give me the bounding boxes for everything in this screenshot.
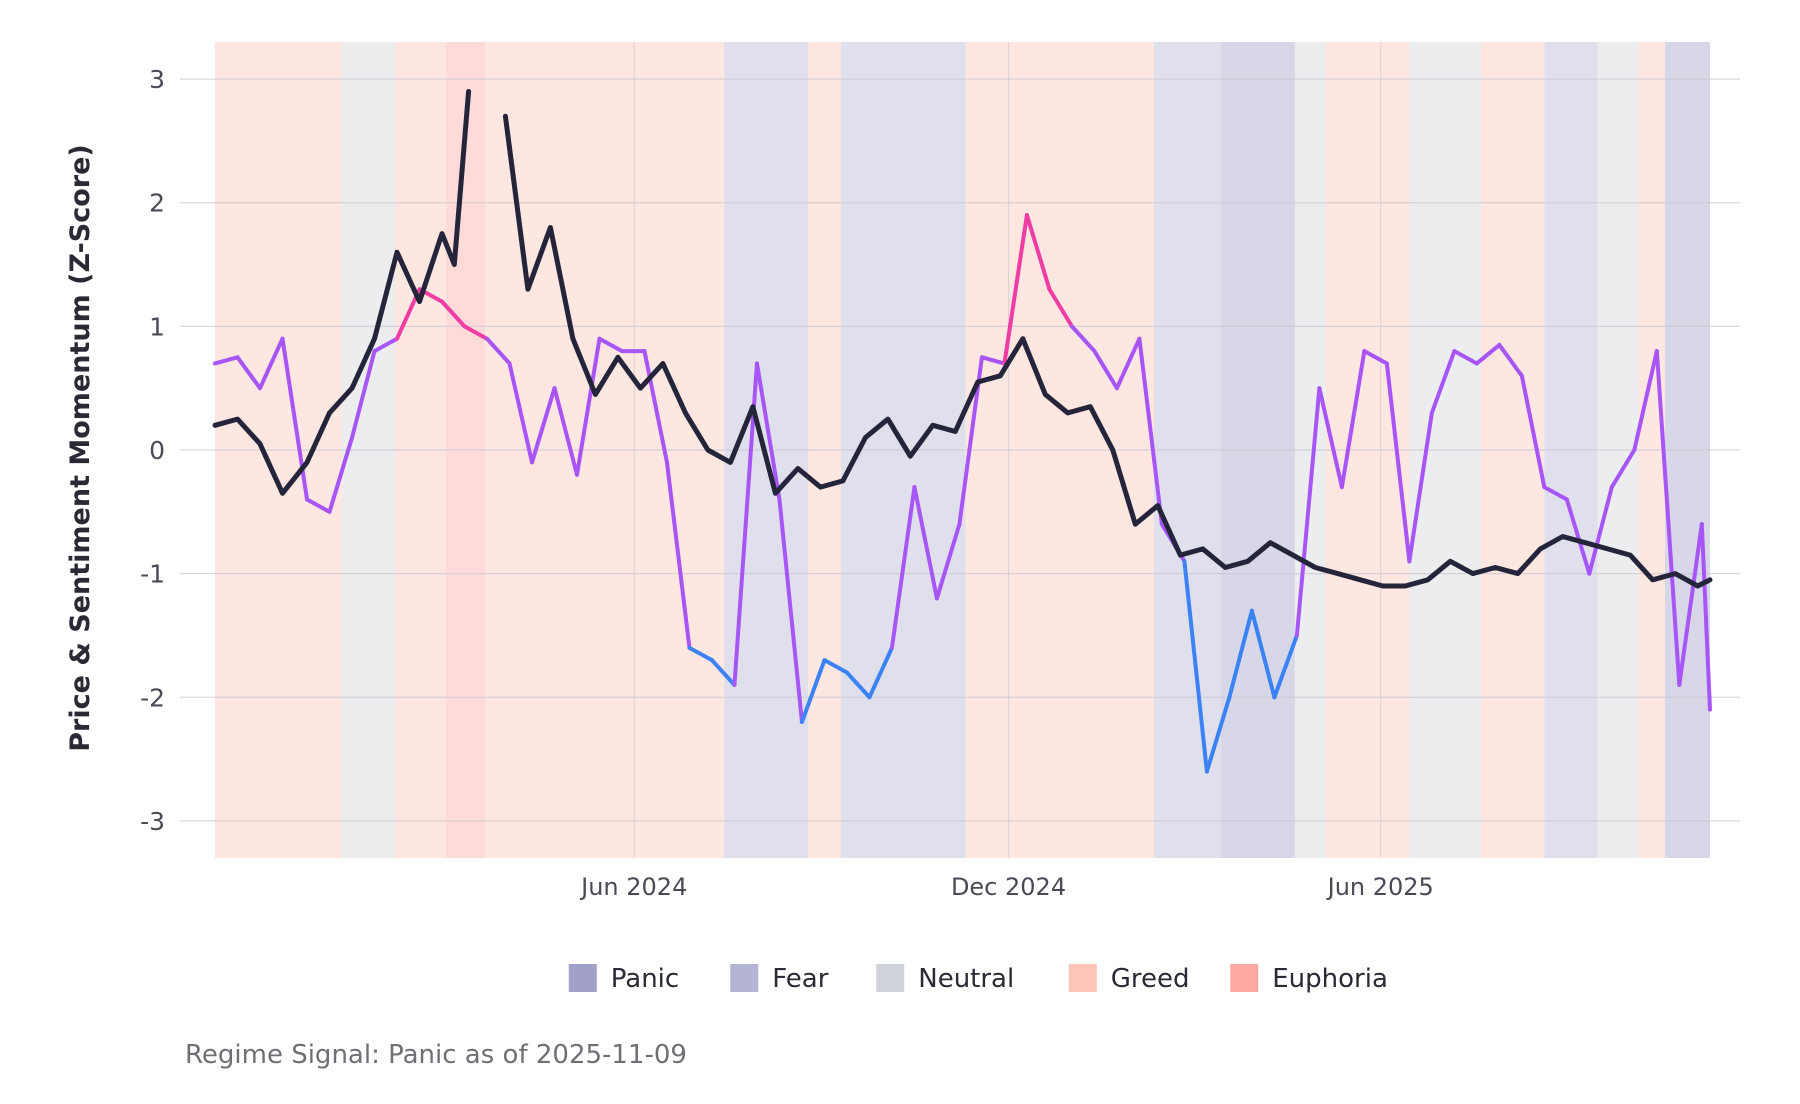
- x-tick-label: Dec 2024: [951, 873, 1066, 901]
- y-tick-label: 3: [149, 65, 165, 94]
- legend-swatch-fear: [730, 964, 758, 992]
- legend-swatch-neutral: [876, 964, 904, 992]
- y-tick-label: 0: [149, 436, 165, 465]
- y-tick-label: 2: [149, 189, 165, 218]
- legend-swatch-panic: [569, 964, 597, 992]
- legend: Panic Fear Neutral Greed Euphoria: [569, 964, 1388, 994]
- legend-label-neutral: Neutral: [918, 964, 1014, 994]
- legend-label-greed: Greed: [1111, 964, 1190, 994]
- legend-swatch-euphoria: [1230, 964, 1258, 992]
- y-tick-label: -3: [140, 807, 165, 836]
- legend-swatch-greed: [1069, 964, 1097, 992]
- y-axis-label: Price & Sentiment Momentum (Z-Score): [65, 144, 96, 752]
- x-tick-label: Jun 2024: [579, 873, 687, 901]
- x-tick-label: Jun 2025: [1326, 873, 1434, 901]
- y-tick-label: -1: [140, 560, 165, 589]
- y-tick-label: 1: [149, 312, 165, 341]
- legend-label-panic: Panic: [611, 964, 679, 994]
- regime-signal-footnote: Regime Signal: Panic as of 2025-11-09: [185, 1040, 687, 1070]
- legend-label-fear: Fear: [772, 964, 828, 994]
- legend-label-euphoria: Euphoria: [1272, 964, 1388, 994]
- y-tick-label: -2: [140, 683, 165, 712]
